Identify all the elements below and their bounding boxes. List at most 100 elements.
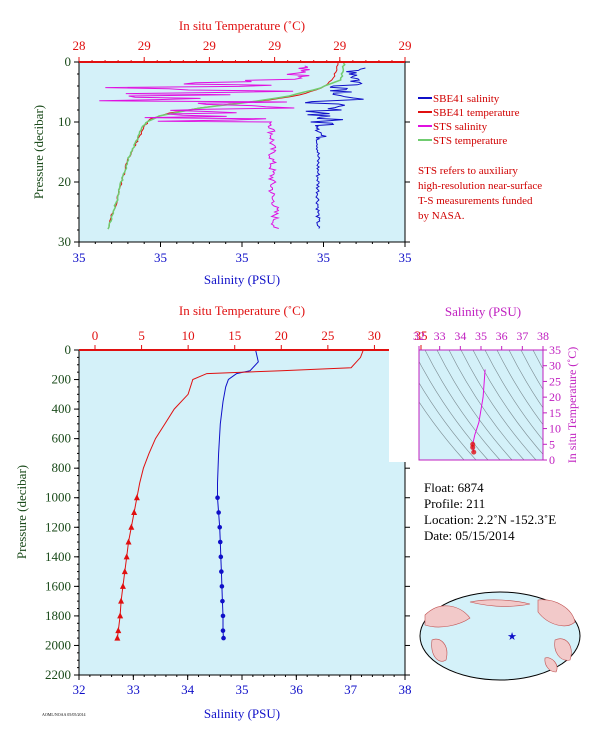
profile-number: Profile: 211: [424, 496, 486, 511]
ts-sal-tick-label: 38: [537, 329, 549, 343]
main-temp-tick-label: 25: [321, 328, 334, 343]
density-contour: [460, 349, 537, 461]
series-sts-temperature: [107, 62, 346, 230]
main-pressure-tick-label: 1400: [45, 549, 71, 564]
main-pressure-tick-label: 2200: [45, 667, 71, 682]
main-temp-tick-label: 0: [92, 328, 99, 343]
temperature-marker: [123, 553, 130, 560]
legend-label: STS salinity: [433, 121, 488, 133]
inset-mask-left: [389, 348, 419, 462]
main-temp-axis-title: In situ Temperature (˚C): [179, 303, 305, 318]
main-pressure-axis-title: Pressure (decibar): [14, 465, 29, 559]
top-temp-tick-label: 29: [138, 38, 151, 53]
top-temp-tick-label: 28: [73, 38, 86, 53]
sts-note-line: T-S measurements funded: [418, 195, 533, 207]
ts-temp-tick-label: 30: [549, 359, 561, 373]
top-temp-tick-label: 29: [399, 38, 412, 53]
top-sal-tick-label: 35: [317, 250, 330, 265]
ts-temp-tick-label: 25: [549, 374, 561, 388]
temperature-marker: [131, 509, 138, 515]
top-pressure-tick-label: 20: [58, 174, 71, 189]
top-temp-tick-label: 29: [268, 38, 281, 53]
ts-temp-tick-label: 20: [549, 390, 561, 404]
world-map-landmass: [544, 657, 558, 673]
main-temp-tick-label: 20: [275, 328, 288, 343]
salinity-marker: [220, 598, 225, 604]
salinity-marker: [217, 524, 223, 530]
main-pressure-tick-label: 1200: [45, 519, 71, 534]
main-pressure-tick-label: 600: [52, 431, 72, 446]
density-contour: [436, 349, 513, 461]
world-map-landmass: [554, 638, 572, 661]
density-contour: [424, 349, 501, 461]
main-sal-tick-label: 37: [344, 682, 358, 697]
series-sbe41-salinity: [305, 67, 366, 229]
ts-sal-tick-label: 35: [475, 329, 487, 343]
top-pressure-tick-label: 10: [58, 114, 71, 129]
top-sal-tick-label: 35: [73, 250, 86, 265]
float-info: Float: 6874 Profile: 211 Location: 2.2˚N…: [424, 480, 556, 544]
main-pressure-tick-label: 1000: [45, 490, 71, 505]
temperature-marker: [114, 634, 121, 641]
salinity-marker: [219, 584, 225, 589]
main-temp-tick-label: 5: [138, 328, 145, 343]
ts-temp-tick-label: 0: [549, 453, 555, 467]
date: Date: 05/15/2014: [424, 528, 515, 543]
world-map-landmass: [431, 638, 448, 662]
main-temp-tick-label: 30: [368, 328, 381, 343]
sts-note-line: high-resolution near-surface: [418, 180, 542, 192]
salinity-marker: [220, 613, 226, 619]
main-sal-axis-title: Salinity (PSU): [204, 706, 280, 721]
main-pressure-tick-label: 400: [52, 401, 72, 416]
sts-note-line: STS refers to auxiliary: [418, 165, 518, 177]
temperature-marker: [115, 627, 122, 634]
location: Location: 2.2˚N -152.3˚E: [424, 512, 557, 527]
main-sal-tick-label: 36: [290, 682, 304, 697]
main-pressure-tick-label: 200: [52, 372, 72, 387]
footer-id: AOML/NOAA 05/05/2014: [42, 712, 85, 717]
main-pressure-tick-label: 1800: [45, 608, 71, 623]
main-pressure-tick-label: 800: [52, 460, 72, 475]
main-sal-tick-label: 38: [399, 682, 412, 697]
salinity-marker: [217, 539, 223, 545]
legend-label: STS temperature: [433, 135, 507, 147]
top-temp-axis-title: In situ Temperature (˚C): [179, 18, 305, 33]
top-sal-tick-label: 35: [399, 250, 412, 265]
inset-mask-right: [543, 348, 601, 462]
salinity-marker: [215, 495, 220, 501]
density-contour: [472, 349, 549, 461]
temperature-marker: [128, 523, 135, 530]
density-contour: [412, 349, 489, 461]
temperature-marker: [118, 597, 125, 604]
ts-temp-tick-label: 10: [549, 422, 561, 436]
ts-point: [471, 449, 477, 455]
salinity-marker: [219, 569, 224, 574]
salinity-marker: [218, 554, 224, 560]
series-sts-salinity: [99, 65, 310, 229]
world-map-landmass: [469, 599, 531, 607]
legend-label: SBE41 salinity: [433, 93, 500, 105]
top-pressure-tick-label: 0: [65, 54, 72, 69]
ts-temp-axis-title: In situ Temperature (˚C): [565, 347, 579, 464]
temperature-marker: [121, 568, 128, 575]
temperature-marker: [117, 612, 124, 619]
ts-temp-tick-label: 5: [549, 437, 555, 451]
main-sal-tick-label: 35: [236, 682, 249, 697]
world-map-landmass: [537, 599, 576, 627]
ts-temp-tick-label: 35: [549, 343, 561, 357]
salinity-marker: [216, 510, 221, 515]
salinity-marker: [221, 635, 226, 641]
top-temp-tick-label: 29: [333, 38, 346, 53]
ts-sal-tick-label: 32: [413, 329, 425, 343]
ts-sal-tick-label: 34: [454, 329, 466, 343]
top-pressure-axis-title: Pressure (decibar): [31, 105, 46, 199]
main-pressure-tick-label: 1600: [45, 578, 71, 593]
top-plot-area: [78, 61, 406, 243]
main-pressure-tick-label: 0: [65, 342, 72, 357]
top-pressure-tick-label: 30: [58, 234, 71, 249]
main-plot-area: [78, 349, 406, 676]
ts-sal-tick-label: 33: [434, 329, 446, 343]
main-sal-tick-label: 34: [181, 682, 195, 697]
